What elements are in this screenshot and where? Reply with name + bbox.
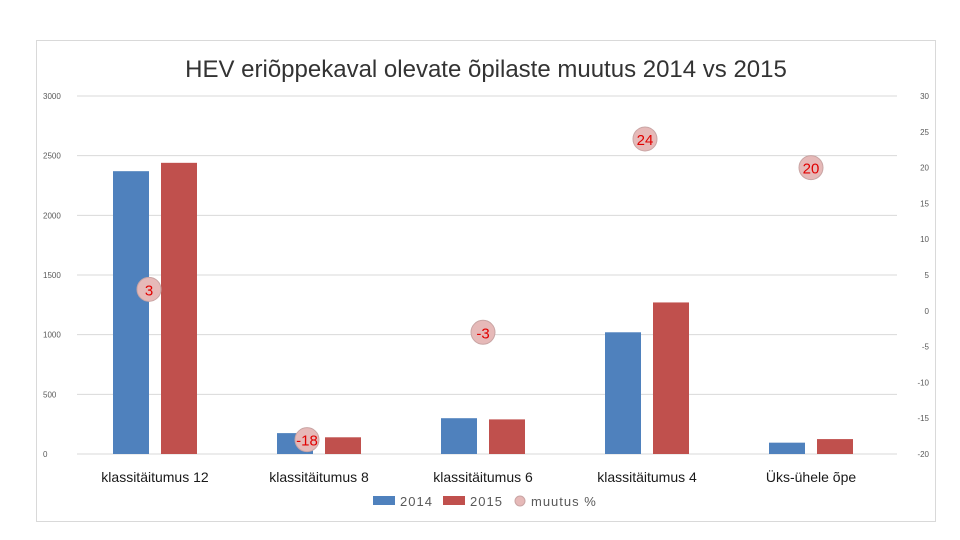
y-right-tick-label: 25 <box>920 128 929 137</box>
right-axis: -20 -15 -10 -5 0 5 10 15 20 25 30 <box>917 92 929 459</box>
y-left-tick-label: 2000 <box>43 211 61 220</box>
y-left-tick-label: 3000 <box>43 92 61 101</box>
bar-2015-3 <box>653 302 689 454</box>
legend-label: 2014 <box>400 494 433 509</box>
y-left-tick-label: 2500 <box>43 152 61 161</box>
bar-2014-3 <box>605 332 641 454</box>
bar-2015-0 <box>161 162 197 454</box>
bubble-point <box>294 427 320 453</box>
bar-2014-4 <box>769 442 805 454</box>
bar-2014-2 <box>441 418 477 454</box>
bars <box>113 162 853 454</box>
chart-title: HEV eriõppekaval olevate õpilaste muutus… <box>185 56 787 83</box>
grid-lines <box>77 95 897 455</box>
category-labels: klassitäitumus 12 klassitäitumus 8 klassit… <box>101 468 856 485</box>
y-left-tick-label: 500 <box>43 390 57 399</box>
y-right-tick-label: -15 <box>917 414 929 423</box>
bubble-point <box>632 126 658 152</box>
y-left-tick-label: 1000 <box>43 331 61 340</box>
bubble-data-label: -18 <box>296 433 318 450</box>
legend-label: muutus % <box>531 494 597 509</box>
bubble-data-label: -3 <box>476 325 489 342</box>
y-right-tick-label: 0 <box>925 307 930 316</box>
category-label: klassitäitumus 12 <box>101 469 209 485</box>
category-label: klassitäitumus 4 <box>597 469 697 485</box>
bubble-data-label: 24 <box>637 132 654 149</box>
bubble-point <box>136 276 162 302</box>
bubble-point <box>798 155 824 181</box>
legend-marker-bar <box>373 496 395 505</box>
category-label: Üks-ühele õpe <box>766 468 856 485</box>
left-axis: 0 500 1000 1500 2000 2500 3000 <box>43 92 61 459</box>
bubble-data-label: 20 <box>803 161 820 178</box>
legend: 2014 2015 muutus % <box>373 494 597 509</box>
y-right-tick-label: 5 <box>925 271 930 280</box>
y-right-tick-label: 15 <box>920 199 929 208</box>
legend-marker-bar <box>443 496 465 505</box>
bar-2015-4 <box>817 439 853 454</box>
y-left-tick-label: 1500 <box>43 271 61 280</box>
y-right-tick-label: -10 <box>917 378 929 387</box>
bar-2015-2 <box>489 419 525 454</box>
category-label: klassitäitumus 6 <box>433 469 533 485</box>
y-right-tick-label: 10 <box>920 235 929 244</box>
legend-label: 2015 <box>470 494 503 509</box>
bar-2014-0 <box>113 171 149 454</box>
legend-marker-bubble <box>514 495 526 507</box>
category-label: klassitäitumus 8 <box>269 469 369 485</box>
bubble-point <box>470 319 496 345</box>
bar-2015-1 <box>325 437 361 454</box>
y-right-tick-label: 30 <box>920 92 929 101</box>
chart-frame: HEV eriõppekaval olevate õpilaste muutus… <box>36 40 936 522</box>
y-right-tick-label: 20 <box>920 164 929 173</box>
bubbles: 3 -18 -3 24 20 <box>136 126 824 453</box>
bubble-data-label: 3 <box>145 282 153 299</box>
chart-svg: HEV eriõppekaval olevate õpilaste muutus… <box>43 56 930 509</box>
y-right-tick-label: -5 <box>922 343 930 352</box>
y-right-tick-label: -20 <box>917 450 929 459</box>
y-left-tick-label: 0 <box>43 450 48 459</box>
